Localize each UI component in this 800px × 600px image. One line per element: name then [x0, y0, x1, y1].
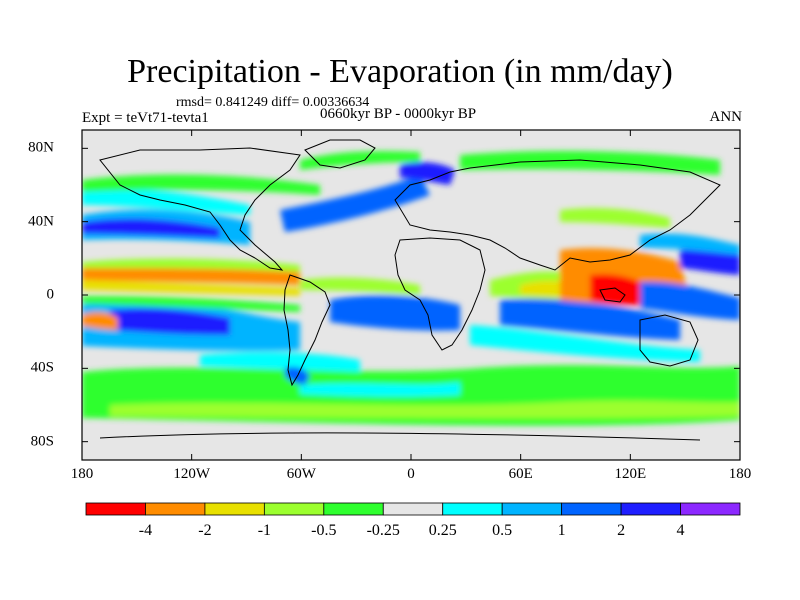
x-tick-label: 120W — [173, 466, 210, 482]
field-west-pacific-moist — [640, 281, 740, 320]
x-tick-label: 60W — [286, 466, 316, 482]
colorbar-swatch — [442, 502, 503, 516]
field-siberia-green — [460, 150, 720, 175]
borneo-outline — [599, 287, 626, 303]
field-eastern-pacific-core — [110, 308, 230, 335]
colorbar-label: 0.25 — [428, 522, 457, 539]
field-indian-ocean-moist — [500, 298, 680, 340]
south-america-outline — [283, 274, 331, 387]
statistics-label: rmsd= 0.841249 diff= 0.00336634 — [176, 95, 370, 110]
field-equatorial-pacific-green — [82, 295, 300, 312]
field-north-atlantic-track — [280, 175, 430, 232]
y-tick-label: 80N — [28, 139, 54, 156]
africa-outline — [394, 237, 486, 351]
colorbar-label: 1 — [557, 522, 566, 539]
y-tick-label: 80S — [30, 433, 54, 450]
field-north-atlantic-core — [400, 162, 455, 185]
field-tropical-atlantic-fringe — [300, 277, 420, 295]
field-north-pacific-core — [82, 218, 220, 238]
field-nw-pacific-blue — [680, 249, 740, 275]
colorbar-swatch — [620, 502, 681, 516]
x-tick-label: 0 — [407, 466, 415, 482]
colorbar-swatch — [145, 502, 206, 516]
eurasia-outline — [394, 159, 721, 271]
colorbar-label: -2 — [198, 522, 212, 539]
field-maritime-continent-core — [590, 274, 655, 306]
y-tick-label: 40N — [28, 213, 54, 230]
colorbar-label: 2 — [617, 522, 626, 539]
field-greenland-green — [300, 150, 420, 170]
field-north-pacific-cyan — [82, 188, 250, 215]
field-central-pacific-fringe — [82, 258, 300, 272]
y-tick-label: 0 — [46, 286, 55, 303]
coastlines — [99, 139, 721, 441]
colorbar-swatch — [501, 502, 563, 516]
colorbar-swatch — [382, 502, 444, 516]
colorbar-label: 4 — [676, 522, 685, 539]
page-title: Precipitation - Evaporation (in mm/day) — [127, 53, 673, 90]
x-tick-label: 60E — [508, 466, 533, 482]
field-north-pacific-green — [82, 174, 320, 195]
field-sw-pacific-dry — [82, 312, 118, 330]
field-southern-atlantic-cyan — [300, 382, 460, 397]
colorbar-swatch — [263, 502, 325, 516]
field-layer — [82, 130, 740, 460]
x-tick-label: 180 — [728, 466, 752, 482]
colorbar — [85, 502, 741, 516]
field-china-lightgreen — [560, 207, 670, 228]
field-south-pacific-cyan — [200, 352, 360, 372]
field-tropical-atlantic — [330, 295, 460, 331]
colorbar-swatch — [323, 502, 384, 516]
x-tick-label: 180 — [70, 466, 94, 482]
colorbar-label: -0.25 — [366, 522, 400, 539]
x-tick-marks — [81, 130, 741, 460]
colorbar-swatch — [85, 502, 146, 516]
colorbar-swatch — [680, 502, 741, 516]
period-label: 0660kyr BP - 0000kyr BP — [320, 106, 477, 122]
colorbar-swatch — [561, 502, 622, 516]
y-tick-marks — [82, 147, 740, 443]
field-southern-ocean-lightgreen — [110, 400, 740, 419]
x-tick-label: 120E — [614, 466, 647, 482]
y-tick-label: 40S — [30, 359, 54, 376]
colorbar-label: 0.5 — [492, 522, 513, 539]
antarctica-outline — [99, 432, 701, 441]
colorbar-label: -4 — [138, 522, 153, 539]
colorbar-swatch — [204, 502, 265, 516]
colorbar-label: -0.5 — [311, 522, 337, 539]
field-central-pacific-yellow — [82, 280, 300, 296]
field-nw-pacific-lightblue — [640, 233, 740, 255]
greenland-outline — [304, 139, 376, 169]
field-central-pacific-dry — [82, 264, 300, 285]
season-label: ANN — [709, 109, 743, 125]
australia-outline — [639, 314, 699, 367]
north-america-outline — [99, 147, 301, 271]
colorbar-label: -1 — [257, 522, 272, 539]
experiment-label: Expt = teVt71-tevta1 — [82, 110, 209, 126]
